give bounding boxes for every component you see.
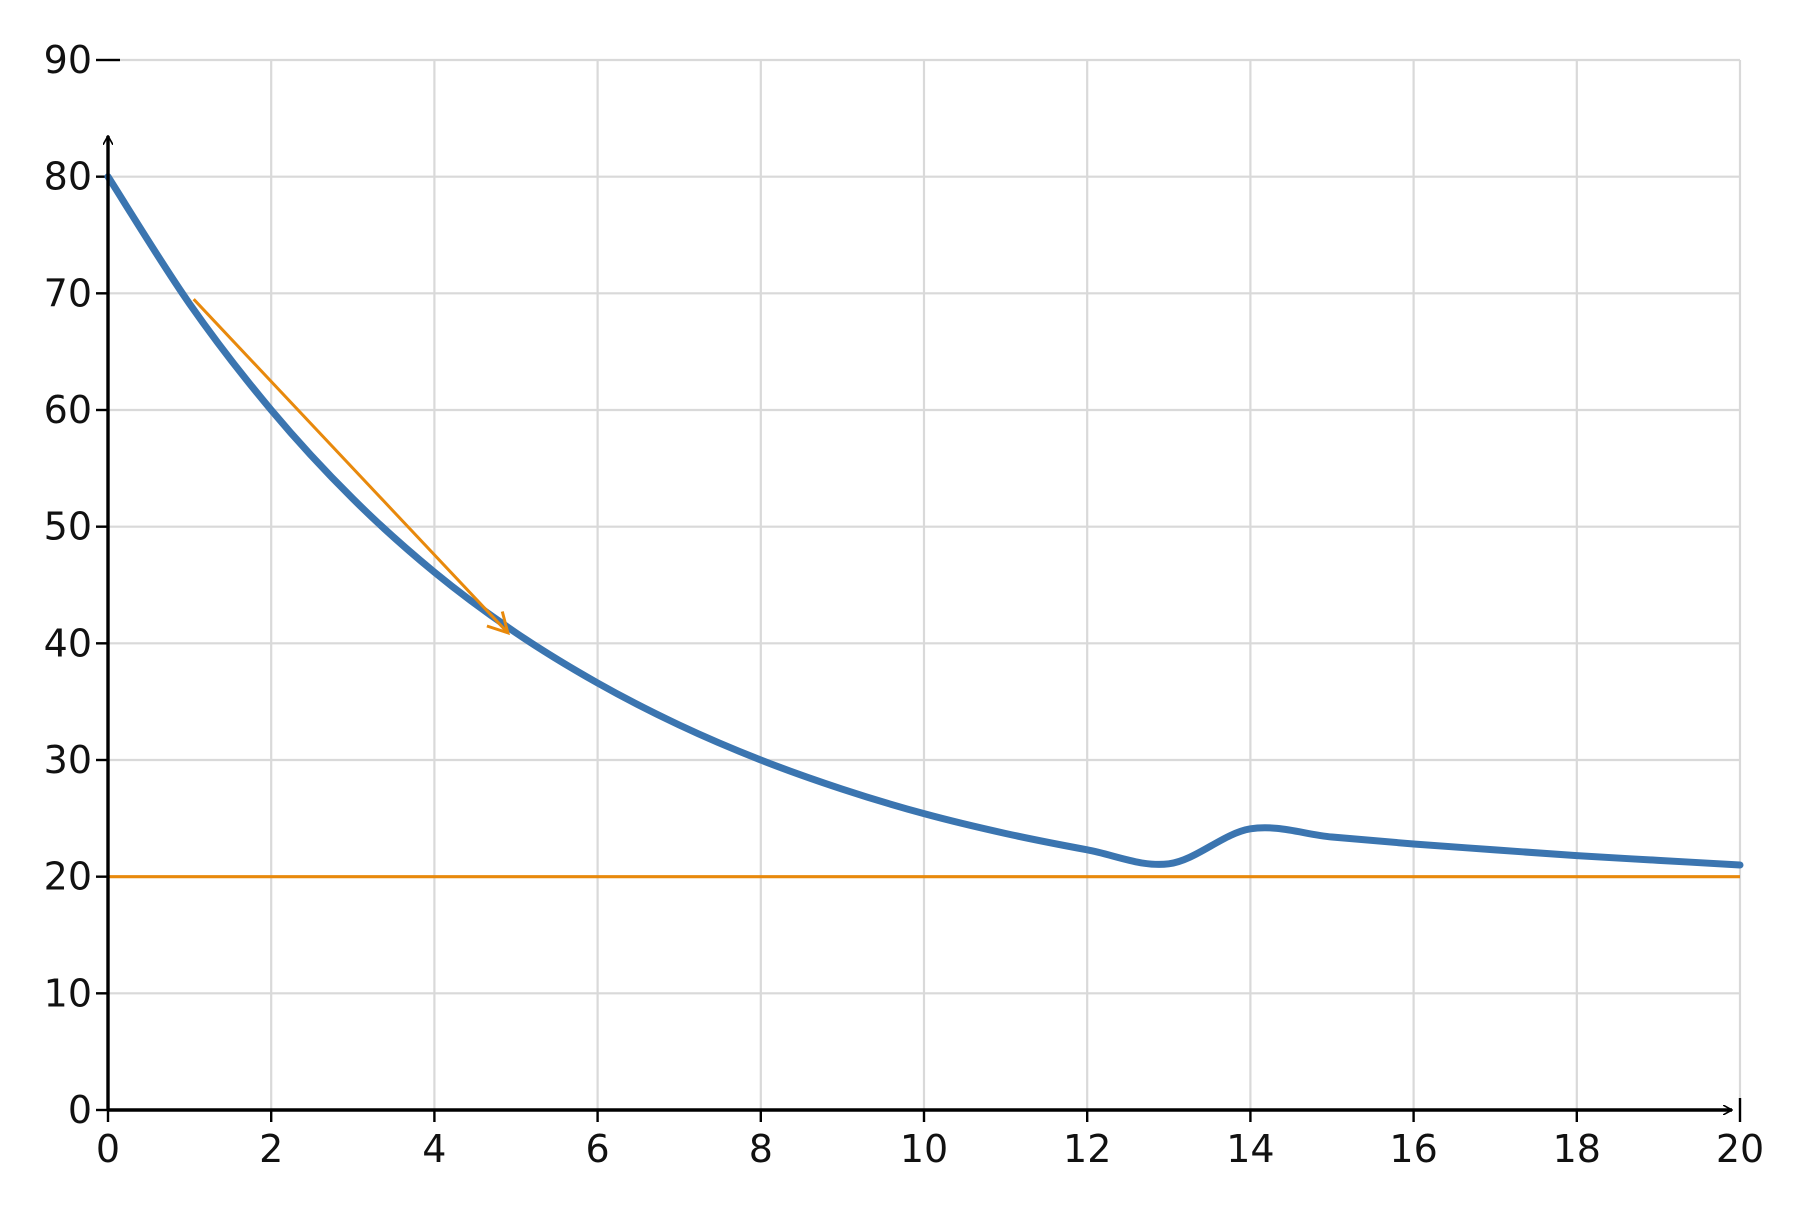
- x-tick-label: 16: [1389, 1127, 1437, 1171]
- y-tick-label: 20: [44, 855, 92, 899]
- x-tick-label: 20: [1716, 1127, 1764, 1171]
- grid: [108, 58, 1742, 1110]
- annotation-layer: [192, 298, 510, 636]
- tangent-arrow-head: [486, 611, 510, 636]
- y-tick-label: 0: [68, 1088, 92, 1132]
- cooling-curve-line: [104, 173, 1744, 869]
- y-tick-label: 30: [44, 738, 92, 782]
- axes: [108, 136, 1732, 1110]
- y-tick-label: 10: [44, 971, 92, 1015]
- y-tick-label: 50: [44, 505, 92, 549]
- x-tick-label: 14: [1226, 1127, 1274, 1171]
- x-tick-label: 10: [900, 1127, 948, 1171]
- y-tick-label: 90: [44, 38, 92, 82]
- y-tick-label: 40: [44, 621, 92, 665]
- x-tick-label: 4: [422, 1127, 446, 1171]
- x-tick-label: 6: [586, 1127, 610, 1171]
- x-tick-label: 0: [96, 1127, 120, 1171]
- tangent-arrow-shaft: [192, 298, 509, 634]
- x-tick-label: 8: [749, 1127, 773, 1171]
- ticks: [96, 58, 1742, 1122]
- y-tick-label: 80: [44, 155, 92, 199]
- x-tick-label: 2: [259, 1127, 283, 1171]
- x-tick-label: 18: [1553, 1127, 1601, 1171]
- x-tick-label: 12: [1063, 1127, 1111, 1171]
- y-tick-label: 60: [44, 388, 92, 432]
- y-tick-label: 70: [44, 271, 92, 315]
- series-layer: [104, 173, 1744, 879]
- tick-labels: 0 2 4 6 8 10 12 14 16 18 20 0 10 20 30 40 50 60 70 80 90: [44, 38, 1765, 1171]
